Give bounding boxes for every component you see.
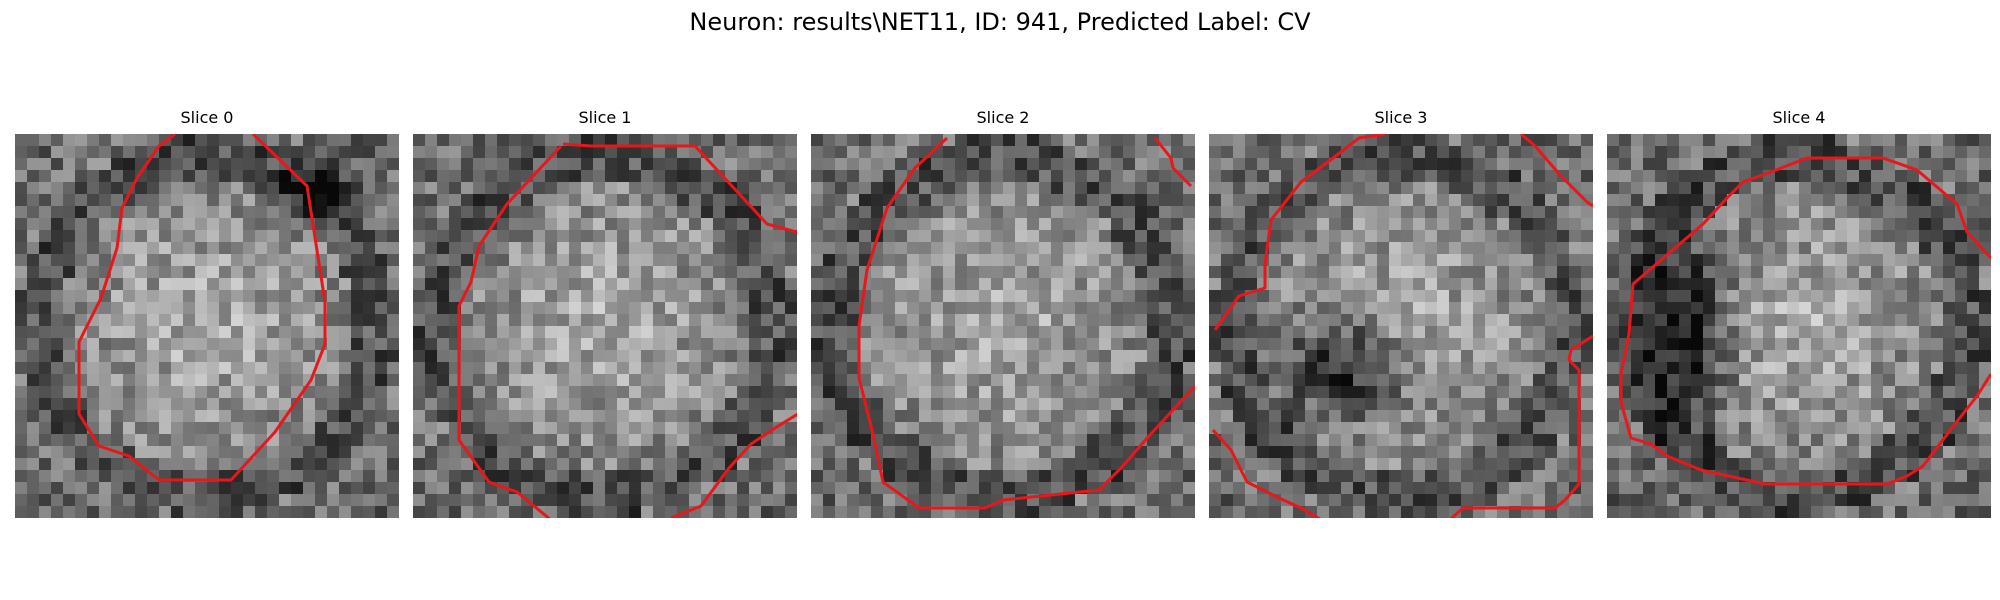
slice-image-2 [811,134,1195,518]
slice-title: Slice 1 [578,108,632,127]
contour-line [670,412,797,518]
slice-panel-1: Slice 1 [413,108,797,518]
slice-title: Slice 3 [1374,108,1428,127]
slice-image-1 [413,134,797,518]
slice-title: Slice 0 [180,108,234,127]
contour-line [562,142,797,234]
contour-line [1520,134,1593,208]
pixel-grid [15,134,399,518]
pixel-grid [811,134,1195,518]
slice-panel-2: Slice 2 [811,108,1195,518]
slice-panel-0: Slice 0 [15,108,399,518]
slice-panel-3: Slice 3 [1209,108,1593,518]
contour-line [1153,137,1193,188]
contour-line [1211,428,1322,518]
contour-line [1619,156,1991,486]
pixel-grid [1209,134,1593,518]
pixel-grid [413,134,797,518]
slice-title: Slice 4 [1772,108,1826,127]
figure-title: Neuron: results\NET11, ID: 941, Predicte… [689,8,1311,36]
slice-title: Slice 2 [976,108,1030,127]
slice-image-4 [1607,134,1991,518]
contour-line [1449,334,1593,518]
contour-line [1213,134,1386,331]
slice-image-3 [1209,134,1593,518]
contour-line [857,136,1195,510]
contour-line [457,144,563,518]
pixel-grid [1607,134,1991,518]
slice-image-0 [15,134,399,518]
contour-line [77,134,327,482]
slice-panel-4: Slice 4 [1607,108,1991,518]
